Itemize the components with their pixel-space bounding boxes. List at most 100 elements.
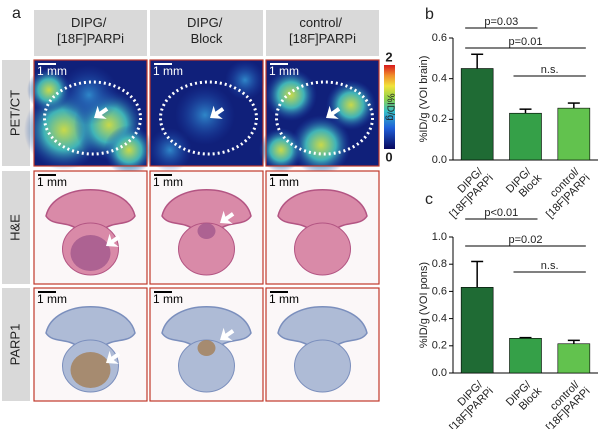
image-panel: 1 mm (33, 170, 148, 285)
arrow (210, 105, 225, 119)
x-tick-label: DIPG/ Block (504, 163, 545, 204)
image-panel: 1 mm (265, 287, 380, 402)
brainstem (294, 222, 351, 276)
scale-bar-label: 1 mm (37, 64, 67, 78)
cerebellum (277, 189, 368, 230)
scale-bar-label: 1 mm (269, 292, 299, 306)
y-tick-label: 0.6 (432, 285, 447, 297)
pet-signal (259, 128, 303, 172)
arrow (106, 233, 121, 247)
image-border (149, 170, 264, 285)
arrow (220, 210, 235, 224)
y-tick-label: 0.4 (432, 313, 447, 325)
y-axis-label: %ID/g (VOI brain) (418, 56, 430, 143)
scale-bar-label: 1 mm (269, 64, 299, 78)
image-border (149, 59, 264, 167)
image-border (265, 287, 380, 402)
bar (557, 107, 591, 161)
row-header-bg (2, 171, 30, 284)
column-header-bg (150, 10, 263, 56)
arrow (94, 105, 109, 119)
row-header: PARP1 (7, 324, 22, 366)
scale-bar-label: 1 mm (153, 64, 183, 78)
colorbar-min: 0 (385, 149, 392, 164)
y-tick-label: 0.2 (432, 113, 447, 125)
image-panel: 1 mm (265, 170, 380, 285)
column-header: DIPG/ [18F]PARPi (57, 15, 124, 46)
y-tick-label: 0.0 (432, 154, 447, 166)
brain-outline (275, 80, 374, 156)
image-border (33, 170, 148, 285)
scale-bar-label: 1 mm (153, 175, 183, 189)
x-tick-label: DIPG/ Block (504, 376, 545, 417)
bar (509, 112, 542, 161)
tumor (70, 235, 111, 271)
arrow (326, 105, 341, 119)
image-border (265, 59, 380, 167)
significance-label: p=0.02 (509, 234, 543, 246)
pet-signal (225, 60, 265, 100)
panel-label: c (425, 191, 433, 208)
column-header-bg (266, 10, 379, 56)
y-tick-label: 0.6 (432, 32, 447, 44)
panel-label: b (425, 6, 434, 23)
cerebellum (45, 189, 136, 230)
image-panel: 1 mm (149, 170, 264, 285)
x-tick-label: control/ [18F]PARPi (535, 164, 592, 221)
colorbar-label: %ID/g (384, 93, 395, 120)
significance-label: n.s. (541, 64, 559, 76)
cerebellum (45, 306, 136, 347)
significance-label: p=0.03 (484, 16, 518, 28)
tumor (197, 223, 216, 239)
arrow (220, 327, 235, 341)
arrow (106, 350, 121, 364)
panel-label: a (12, 5, 21, 22)
row-header-bg (2, 60, 30, 166)
column-header-bg (34, 10, 147, 56)
significance-label: p=0.01 (509, 36, 543, 48)
y-tick-label: 0.8 (432, 258, 447, 270)
cerebellum (277, 306, 368, 347)
tumor (197, 340, 216, 356)
column-header: DIPG/ Block (187, 15, 226, 46)
y-tick-label: 0.2 (432, 340, 447, 352)
image-panel: 1 mm (148, 59, 265, 172)
row-header: PET/CT (7, 90, 22, 136)
bar (460, 68, 494, 161)
image-border (265, 170, 380, 285)
pet-signal (148, 128, 192, 172)
row-header: H&E (7, 214, 22, 241)
pet-signal (291, 115, 351, 175)
scale-bar-label: 1 mm (269, 175, 299, 189)
pet-signal (175, 85, 235, 145)
brain-outline (43, 80, 142, 156)
scale-bar-label: 1 mm (37, 175, 67, 189)
image-border (149, 287, 264, 402)
image-panel: 1 mm (33, 287, 148, 402)
x-tick-label: control/ [18F]PARPi (535, 377, 592, 429)
pet-signal (27, 68, 71, 112)
tumor (70, 352, 111, 388)
y-tick-label: 0.0 (432, 367, 447, 379)
y-axis-label: %ID/g (VOI pons) (418, 262, 430, 348)
image-panel: 1 mm (24, 59, 154, 175)
y-tick-label: 0.4 (432, 73, 447, 85)
bar (557, 343, 591, 374)
bar (460, 287, 494, 374)
significance-label: p<0.01 (484, 207, 518, 219)
image-border (33, 59, 148, 167)
image-panel: 1 mm (149, 287, 264, 402)
scale-bar-label: 1 mm (37, 292, 67, 306)
brain-outline (159, 80, 258, 156)
y-tick-label: 1.0 (432, 231, 447, 243)
image-border (33, 287, 148, 402)
pet-signal (326, 80, 376, 130)
colorbar-max: 2 (385, 49, 392, 64)
pet-signal (265, 69, 317, 121)
row-header-bg (2, 288, 30, 401)
significance-label: n.s. (541, 260, 559, 272)
column-header: control/ [18F]PARPi (289, 15, 356, 46)
pet-signal (104, 125, 154, 175)
colorbar (384, 65, 395, 149)
